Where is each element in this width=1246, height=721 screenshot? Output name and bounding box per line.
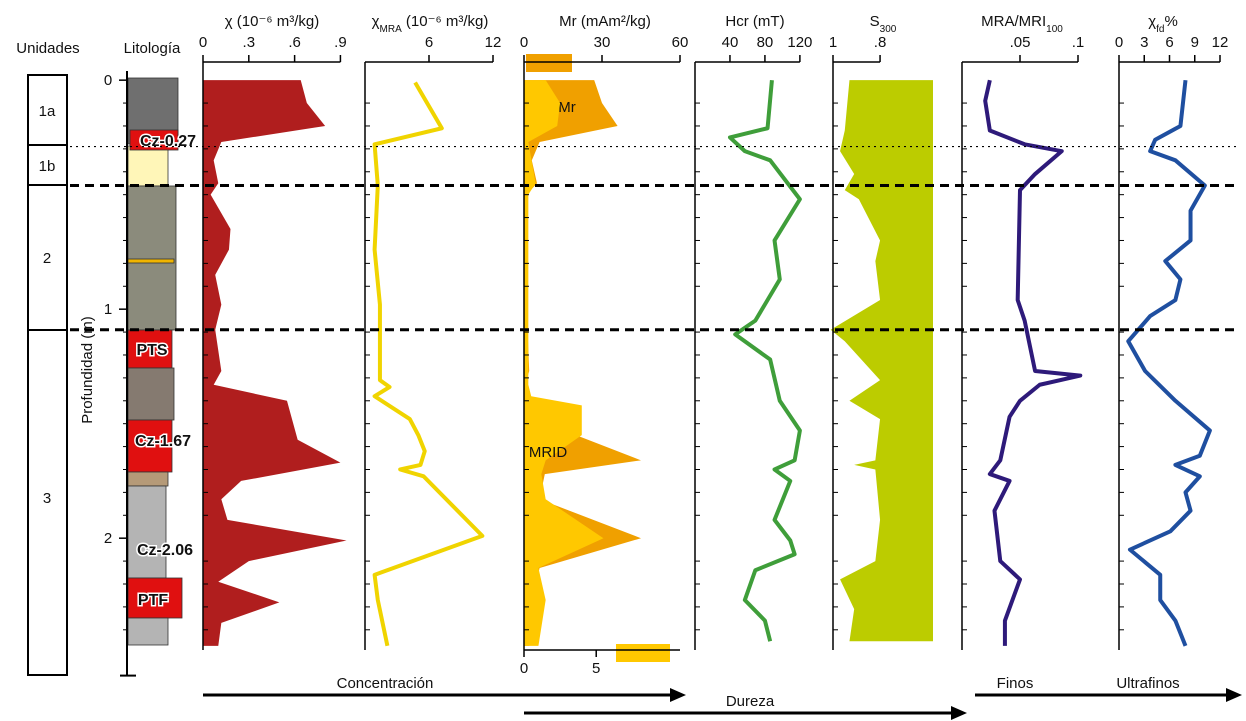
panel-title: MRA/MRI100 (981, 13, 1063, 35)
lith-label: Cz-2.06 (137, 542, 193, 559)
arrow-label: Finos (997, 675, 1034, 692)
x-tick-label: 60 (672, 34, 689, 51)
x-tick-label: .9 (334, 34, 347, 51)
panel-title: χfd% (1148, 13, 1178, 35)
title-text: (10⁻⁶ m³/kg) (402, 13, 489, 30)
arrow-label: Concentración (337, 675, 434, 692)
line (983, 79, 1083, 646)
units-column (27, 74, 68, 676)
arrow-head (670, 688, 686, 702)
depth-tick-label: 1 (104, 301, 112, 318)
x-tick-label: 6 (425, 34, 433, 51)
lith-label: PTS (136, 342, 167, 359)
lith-layer (127, 617, 169, 646)
panel-title: Mr (mAm²/kg) (559, 13, 651, 30)
x-tick-label: 1 (829, 34, 837, 51)
x-tick-label: .05 (1010, 34, 1031, 51)
x-tick-label: 3 (1140, 34, 1148, 51)
lithology-header: Litología (124, 40, 181, 57)
x-tick-label: 12 (1212, 34, 1229, 51)
arrow-label: Ultrafinos (1116, 675, 1179, 692)
title-text: % (1164, 13, 1177, 30)
lith-layer (127, 471, 169, 487)
x-tick-label: 12 (485, 34, 502, 51)
lith-layer (127, 419, 173, 473)
title-subscript: MRA (380, 24, 403, 35)
x-tick-label: 80 (757, 34, 774, 51)
x-tick-label: .6 (288, 34, 301, 51)
title-text: S (870, 13, 880, 30)
title-subscript: fd (1156, 24, 1164, 35)
unit-label: 1a (39, 103, 56, 120)
lith-layer (127, 367, 175, 421)
area (203, 80, 347, 646)
depth-tick-label: 0 (104, 72, 112, 89)
x-tick-label: 0 (1115, 34, 1123, 51)
x2-tick-label: 5 (592, 660, 600, 677)
x-tick-label: 40 (722, 34, 739, 51)
unit-box (27, 329, 68, 676)
x-tick-label: 6 (1165, 34, 1173, 51)
arrow-head (951, 706, 967, 720)
panel-title: χ (10⁻⁶ m³/kg) (225, 13, 319, 30)
legend-swatch (616, 644, 670, 662)
title-subscript: 300 (880, 24, 897, 35)
unit-label: 1b (39, 158, 56, 175)
x-tick-label: .3 (243, 34, 256, 51)
legend-swatch (526, 54, 572, 72)
title-text: MRA/MRI (981, 13, 1046, 30)
title-text: χ (372, 13, 380, 30)
panel-title: S300 (870, 13, 897, 35)
title-text: χ (1148, 13, 1156, 30)
depth-axis-label: Profundidad (m) (79, 316, 96, 424)
lith-label: PTF (138, 592, 168, 609)
depth-tick-label: 2 (104, 530, 112, 547)
title-text: Hcr (mT) (725, 13, 784, 30)
x-tick-label: .1 (1072, 34, 1085, 51)
unit-label: 2 (43, 250, 51, 267)
lith-layer (127, 185, 177, 331)
lith-layer (127, 258, 175, 264)
title-subscript: 100 (1046, 24, 1063, 35)
panel-title: Hcr (mT) (725, 13, 784, 30)
units-header: Unidades (16, 40, 79, 57)
x-tick-label: 0 (199, 34, 207, 51)
series-label: MRID (529, 444, 567, 461)
x-tick-label: 0 (520, 34, 528, 51)
line (372, 81, 485, 647)
series-label: Mr (558, 99, 576, 116)
lith-layer (127, 485, 167, 579)
x2-tick-label: 0 (520, 660, 528, 677)
lith-layer (129, 129, 179, 151)
x-tick-label: 30 (594, 34, 611, 51)
lithology-column (127, 77, 183, 646)
arrows (203, 693, 1228, 715)
area (830, 80, 933, 642)
lith-label: Cz-0.27 (140, 133, 196, 150)
lith-layer (127, 145, 169, 187)
line (1126, 79, 1212, 647)
line (727, 79, 802, 642)
area (524, 80, 604, 646)
title-text: χ (10⁻⁶ m³/kg) (225, 13, 319, 30)
x-tick-label: 120 (787, 34, 812, 51)
panel-title: χMRA (10⁻⁶ m³/kg) (372, 13, 489, 35)
arrow-label: Dureza (726, 693, 775, 710)
arrow-head (1226, 688, 1242, 702)
x-tick-label: 9 (1191, 34, 1199, 51)
title-text: Mr (mAm²/kg) (559, 13, 651, 30)
x-tick-label: .8 (874, 34, 887, 51)
unit-label: 3 (43, 490, 51, 507)
lith-label: Cz-1.67 (135, 433, 191, 450)
